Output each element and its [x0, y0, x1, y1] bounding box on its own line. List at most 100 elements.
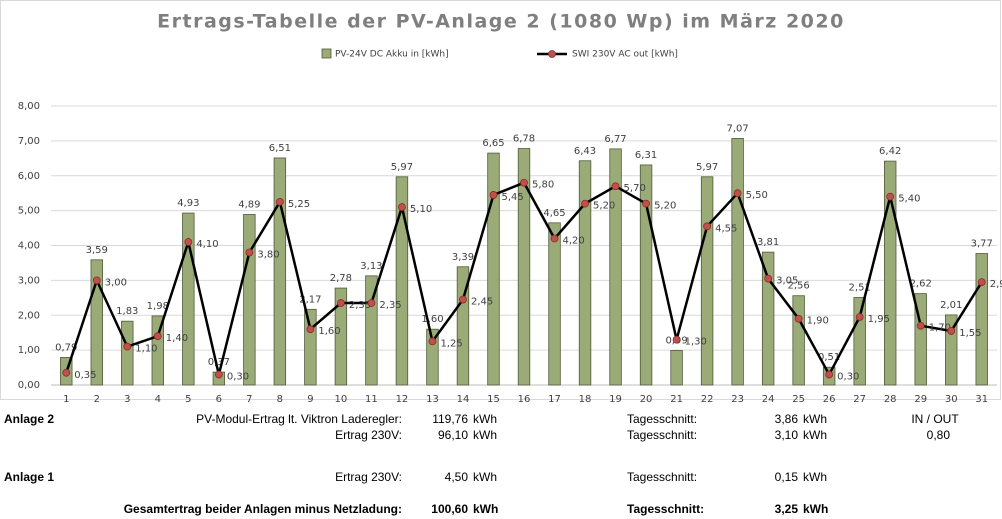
bar: [365, 275, 378, 386]
line-marker: [92, 276, 101, 285]
y-tick-label: 3,00: [18, 275, 40, 286]
extra: 0,80: [927, 428, 951, 442]
line-marker: [764, 274, 773, 283]
bar-value-label: 6,65: [482, 138, 504, 149]
line-marker: [459, 295, 467, 304]
bar-value-label: 2,01: [940, 300, 962, 311]
avg-label: Tagesschnitt:: [627, 470, 697, 484]
line-marker: [703, 222, 711, 231]
bar-value-label: 6,51: [269, 143, 291, 154]
line-marker: [337, 299, 345, 307]
x-tick-label: 22: [701, 394, 714, 405]
line-value-label: 5,80: [532, 180, 554, 191]
line-marker: [855, 313, 864, 321]
line-marker: [245, 248, 254, 257]
bar: [700, 176, 714, 386]
x-tick-label: 10: [335, 394, 348, 405]
row-value: 119,76: [432, 412, 468, 426]
x-tick-label: 1: [63, 394, 69, 405]
bar-value-label: 6,42: [879, 146, 901, 157]
line-value-label: 2,45: [471, 297, 493, 308]
bar: [548, 222, 561, 386]
bar: [853, 297, 866, 386]
line-marker: [428, 337, 437, 346]
bar-value-label: 4,89: [238, 199, 260, 210]
bar: [151, 315, 165, 386]
line-value-label: 5,10: [410, 204, 432, 215]
bar: [121, 320, 134, 386]
x-tick-label: 13: [426, 394, 439, 405]
bar-value-label: 3,13: [360, 261, 382, 272]
bar: [945, 314, 958, 386]
avg-label: Tagesschnitt:: [627, 412, 697, 426]
row-unit: kWh: [473, 428, 497, 442]
x-tick-label: 24: [762, 394, 775, 405]
bar: [639, 164, 653, 386]
row-label: PV-Modul-Ertrag lt. Viktron Laderegler:: [196, 412, 402, 426]
bar: [670, 350, 683, 386]
bar: [456, 266, 470, 386]
line-value-label: 1,90: [807, 316, 829, 327]
line-value-label: 2,35: [349, 300, 371, 311]
chart-border: [0, 0, 1001, 400]
bar-value-label: 3,77: [971, 239, 993, 250]
bar: [395, 176, 409, 386]
line-value-label: 2,35: [379, 300, 401, 311]
x-tick-label: 8: [277, 394, 283, 405]
x-tick-label: 6: [216, 394, 222, 405]
x-tick-label: 4: [155, 394, 161, 405]
line-value-label: 5,70: [624, 183, 646, 194]
line-value-label: 3,05: [776, 276, 798, 287]
line-value-label: 5,45: [501, 192, 523, 203]
x-tick-label: 25: [792, 394, 805, 405]
avg-label: Tagesschnitt:: [627, 428, 697, 442]
line-value-label: 5,50: [746, 190, 768, 201]
line-marker: [275, 198, 284, 206]
x-tick-label: 28: [884, 394, 897, 405]
line-value-label: 0,30: [227, 372, 249, 383]
x-tick-label: 18: [579, 394, 592, 405]
line-value-label: 1,25: [440, 338, 462, 349]
x-tick-label: 23: [731, 394, 744, 405]
y-tick-label: 8,00: [18, 101, 40, 112]
line-value-label: 1,10: [135, 344, 157, 355]
legend-label: PV-24V DC Akku in [kWh]: [335, 50, 449, 60]
bar-value-label: 2,56: [788, 281, 810, 292]
line-marker: [977, 278, 986, 287]
bar: [975, 253, 988, 386]
x-tick-label: 12: [396, 394, 409, 405]
avg-value: 0,15: [775, 470, 799, 484]
line-marker: [398, 203, 406, 212]
avg-unit: kWh: [803, 412, 827, 426]
line-marker: [520, 178, 528, 187]
row-value: 4,50: [445, 470, 469, 484]
bar-value-label: 3,59: [86, 245, 108, 256]
line-value-label: 4,10: [196, 239, 218, 250]
line-marker: [581, 199, 589, 208]
x-tick-label: 26: [823, 394, 836, 405]
extra: IN / OUT: [911, 412, 959, 426]
line-value-label: 1,70: [929, 323, 951, 334]
line-marker: [550, 234, 559, 243]
bar: [914, 293, 927, 386]
avg-label: Tagesschnitt:: [627, 502, 704, 516]
bar-value-label: 7,07: [726, 123, 748, 134]
avg-value: 3,86: [775, 412, 799, 426]
line-value-label: 0,30: [837, 372, 859, 383]
y-tick-label: 7,00: [18, 136, 40, 147]
chart-title: Ertrags-Tabelle der PV-Anlage 2 (1080 Wp…: [157, 11, 845, 33]
line-marker: [825, 370, 834, 379]
line-value-label: 1,55: [959, 328, 981, 339]
row-label: Ertrag 230V:: [335, 428, 402, 442]
line-value-label: 5,20: [593, 201, 615, 212]
bar: [487, 152, 500, 386]
line-value-label: 5,40: [898, 194, 920, 205]
line-marker: [733, 189, 742, 198]
line-marker: [916, 321, 925, 330]
bar-value-label: 1,83: [116, 306, 138, 317]
y-tick-label: 4,00: [18, 241, 40, 252]
line-value-label: 3,80: [257, 249, 279, 260]
avg-unit: kWh: [803, 502, 828, 516]
bar: [883, 160, 897, 386]
bar: [304, 308, 317, 386]
